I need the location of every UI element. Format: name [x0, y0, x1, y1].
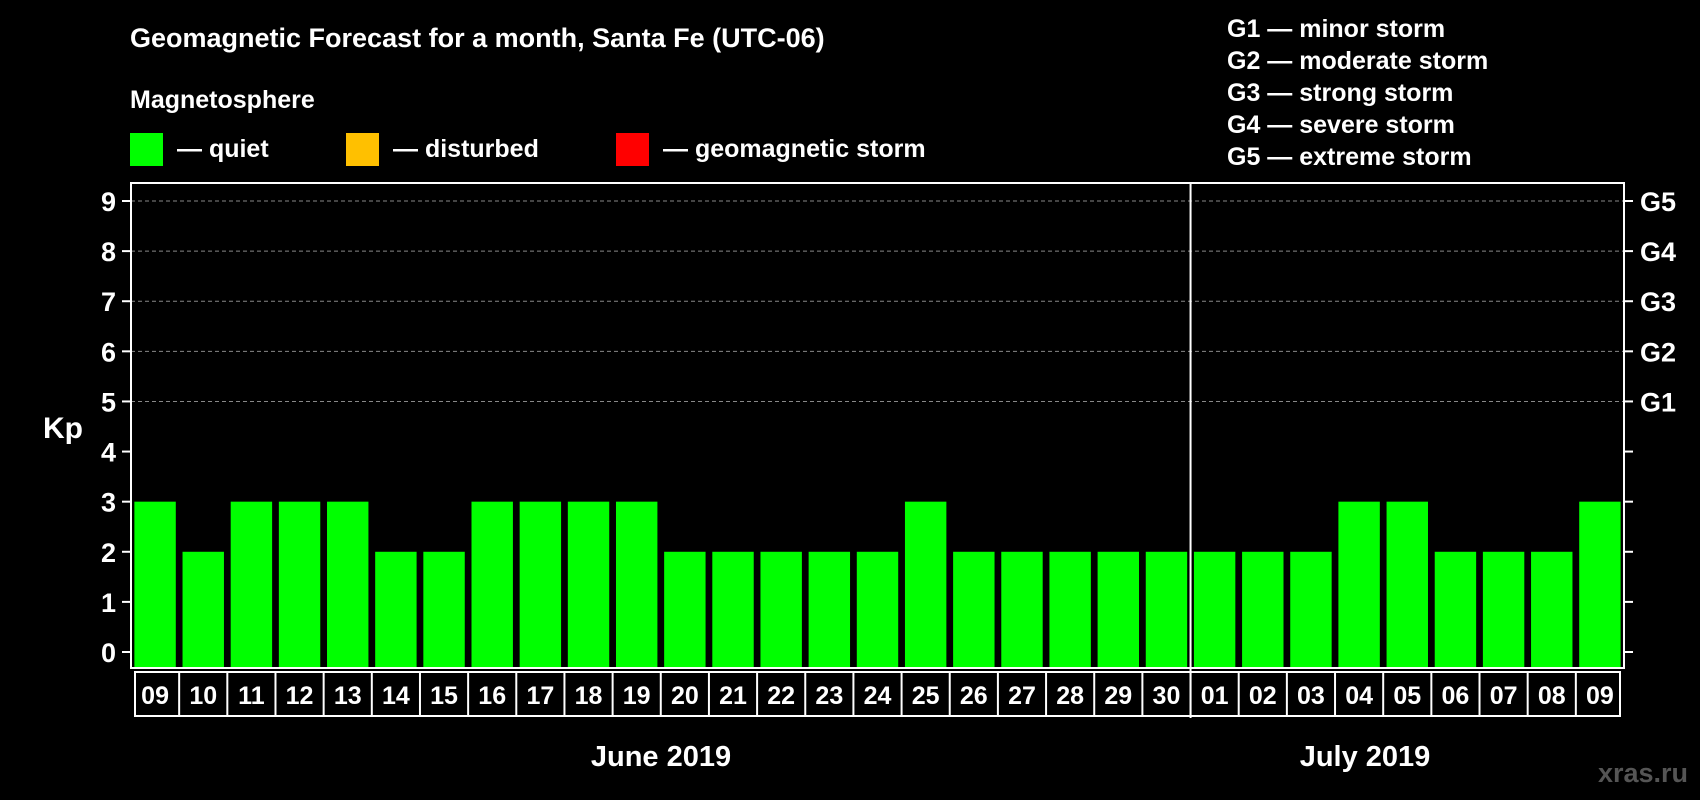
right-axis-label-g3: G3 — [1640, 287, 1676, 317]
legend-label-quiet: — quiet — [177, 135, 269, 163]
category-label-6: 15 — [430, 682, 458, 710]
bar-12 — [712, 551, 754, 668]
category-label-17: 26 — [960, 682, 988, 710]
y-tick-label: 6 — [101, 337, 116, 367]
bar-3 — [278, 501, 321, 668]
category-label-26: 05 — [1393, 682, 1421, 710]
plot-frame — [130, 182, 1625, 669]
bar-6 — [423, 551, 465, 668]
bar-26 — [1386, 501, 1428, 668]
y-tick-label: 5 — [101, 387, 116, 417]
category-label-15: 24 — [864, 682, 892, 710]
storm-scale-g2: G2 — moderate storm — [1227, 47, 1488, 75]
category-label-28: 07 — [1490, 682, 1518, 710]
bar-1 — [182, 551, 224, 668]
bar-0 — [134, 501, 176, 668]
bar-8 — [519, 501, 562, 668]
legend-label-disturbed: — disturbed — [393, 135, 539, 163]
category-label-22: 01 — [1201, 682, 1229, 710]
bar-9 — [567, 501, 610, 668]
y-tick-label: 4 — [101, 438, 116, 468]
bar-30 — [1579, 501, 1621, 668]
bar-20 — [1097, 551, 1140, 668]
category-row — [134, 671, 1621, 717]
bar-25 — [1338, 501, 1380, 668]
category-label-9: 18 — [575, 682, 603, 710]
bar-28 — [1482, 551, 1525, 668]
storm-scale-g4: G4 — severe storm — [1227, 111, 1455, 139]
bar-5 — [375, 551, 417, 668]
category-label-4: 13 — [334, 682, 362, 710]
y-tick-label: 1 — [101, 588, 116, 618]
y-tick-label: 0 — [101, 638, 116, 668]
category-label-13: 22 — [767, 682, 795, 710]
category-label-1: 10 — [189, 682, 217, 710]
legend-label-storm: — geomagnetic storm — [663, 135, 926, 163]
bar-2 — [230, 501, 273, 668]
bar-17 — [953, 551, 995, 668]
bar-23 — [1242, 551, 1284, 668]
category-label-7: 16 — [478, 682, 506, 710]
storm-scale-g5: G5 — extreme storm — [1227, 143, 1472, 171]
bar-13 — [760, 551, 802, 668]
chart-title: Geomagnetic Forecast for a month, Santa … — [130, 23, 825, 53]
watermark: xras.ru — [1598, 758, 1688, 788]
category-label-20: 29 — [1104, 682, 1132, 710]
bar-15 — [856, 551, 899, 668]
bar-11 — [664, 551, 706, 668]
bar-22 — [1193, 551, 1236, 668]
y-axis-label: Kp — [43, 412, 83, 445]
legend-swatch-disturbed — [346, 133, 379, 166]
y-tick-label: 2 — [101, 538, 116, 568]
bar-24 — [1290, 551, 1332, 668]
category-label-23: 02 — [1249, 682, 1277, 710]
storm-scale-g3: G3 — strong storm — [1227, 79, 1453, 107]
category-label-3: 12 — [286, 682, 314, 710]
category-label-14: 23 — [815, 682, 843, 710]
category-label-0: 09 — [141, 682, 169, 710]
category-label-16: 25 — [912, 682, 940, 710]
bar-16 — [904, 501, 947, 668]
bar-10 — [615, 501, 658, 668]
y-tick-label: 3 — [101, 488, 116, 518]
bar-19 — [1049, 551, 1091, 668]
y-tick-label: 9 — [101, 187, 116, 217]
bar-18 — [1001, 551, 1043, 668]
y-tick-label: 8 — [101, 237, 116, 267]
category-label-11: 20 — [671, 682, 699, 710]
right-axis-label-g4: G4 — [1640, 237, 1676, 267]
category-label-5: 14 — [382, 682, 410, 710]
bar-29 — [1531, 551, 1573, 668]
bar-14 — [808, 551, 851, 668]
legend-heading: Magnetosphere — [130, 86, 315, 114]
month-label-june: June 2019 — [591, 741, 731, 773]
storm-scale-g1: G1 — minor storm — [1227, 15, 1445, 43]
category-label-2: 11 — [238, 682, 265, 710]
category-label-30: 09 — [1586, 682, 1614, 710]
category-label-25: 04 — [1345, 682, 1373, 710]
legend-swatch-quiet — [130, 133, 163, 166]
month-label-july: July 2019 — [1300, 741, 1431, 773]
category-label-8: 17 — [526, 682, 554, 710]
bar-4 — [327, 501, 369, 668]
category-label-27: 06 — [1442, 682, 1470, 710]
y-tick-label: 7 — [101, 287, 116, 317]
bar-7 — [471, 501, 513, 668]
category-label-19: 28 — [1056, 682, 1084, 710]
category-label-12: 21 — [719, 682, 747, 710]
bar-27 — [1434, 551, 1477, 668]
right-axis-label-g5: G5 — [1640, 187, 1676, 217]
category-label-29: 08 — [1538, 682, 1566, 710]
right-axis-label-g2: G2 — [1640, 337, 1676, 367]
bar-21 — [1145, 551, 1188, 668]
category-label-18: 27 — [1008, 682, 1036, 710]
category-label-21: 30 — [1153, 682, 1181, 710]
legend-swatch-storm — [616, 133, 649, 166]
category-label-10: 19 — [623, 682, 651, 710]
category-label-24: 03 — [1297, 682, 1325, 710]
right-axis-label-g1: G1 — [1640, 387, 1676, 417]
